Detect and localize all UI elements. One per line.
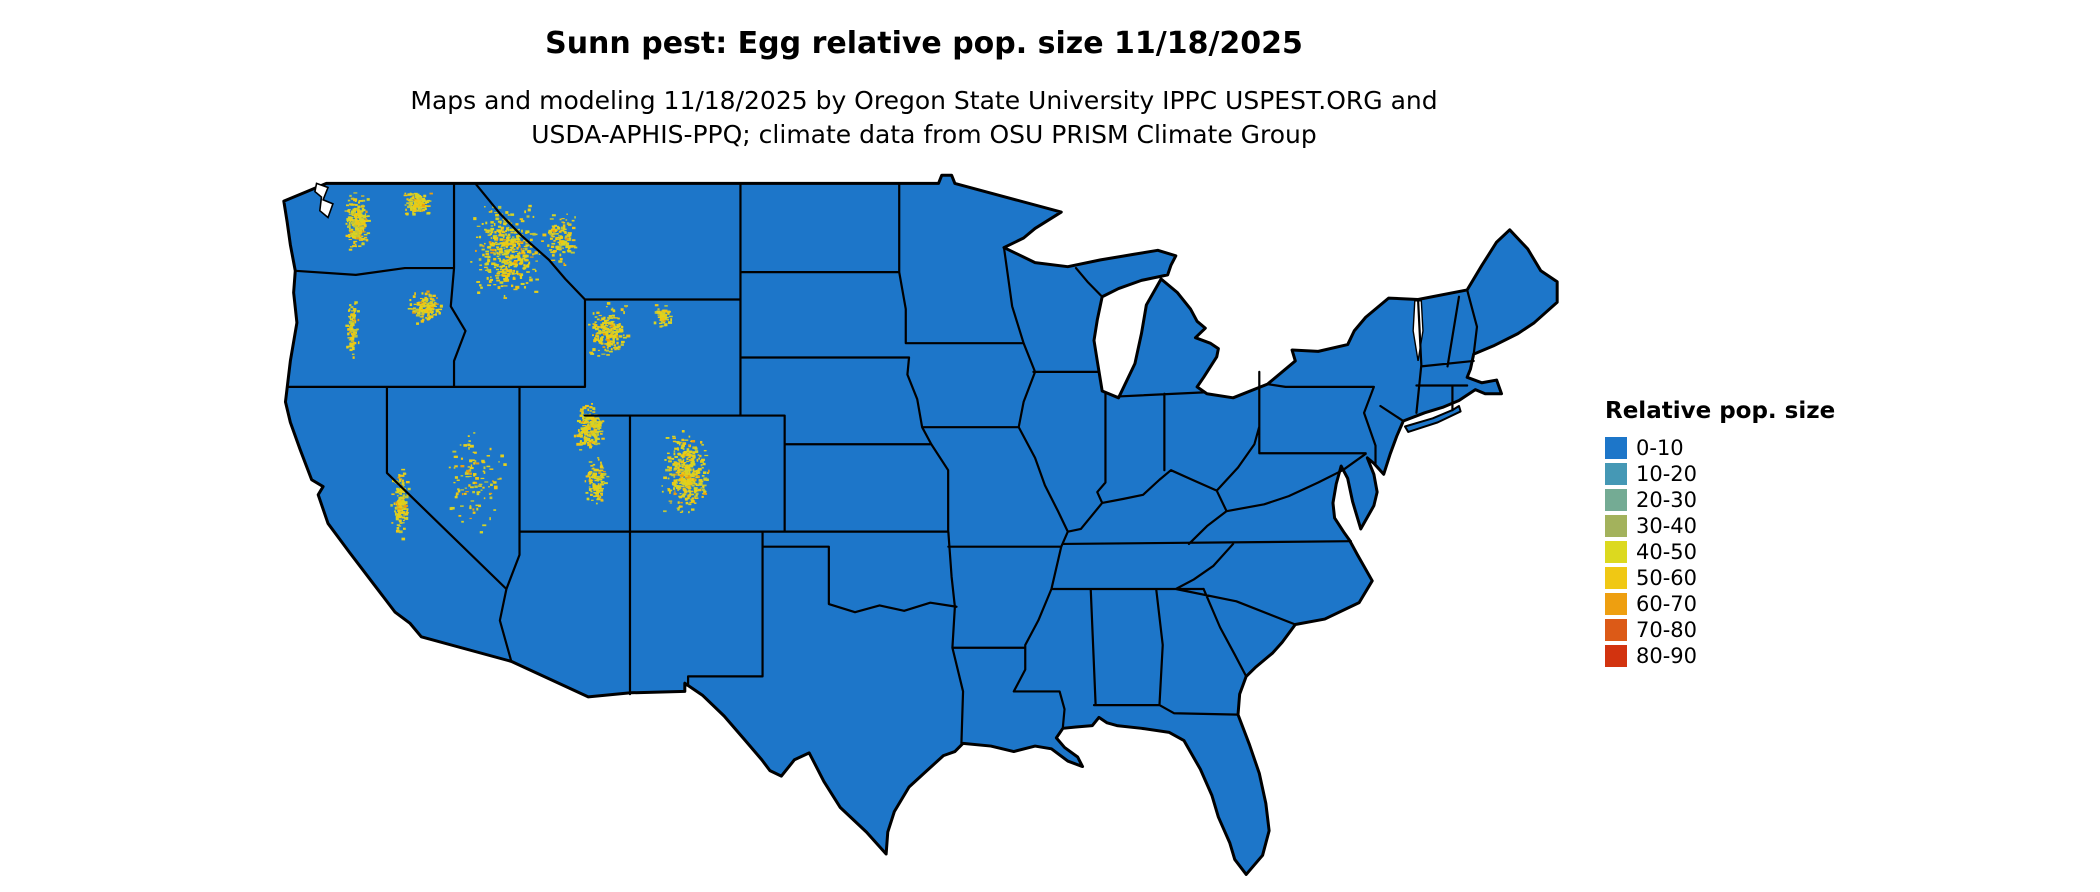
legend-swatch [1605, 567, 1627, 589]
hotspot-speckles [344, 192, 710, 541]
state-borders [289, 183, 1477, 743]
legend-swatch [1605, 619, 1627, 641]
legend-label: 10-20 [1636, 462, 1698, 486]
map-title: Sunn pest: Egg relative pop. size 11/18/… [545, 26, 1303, 61]
legend-label: 50-60 [1636, 566, 1698, 590]
legend-swatch [1605, 645, 1627, 667]
legend-item: 50-60 [1605, 567, 1905, 589]
legend-swatch [1605, 593, 1627, 615]
legend-item: 60-70 [1605, 593, 1905, 615]
legend-items: 0-10 10-20 20-30 30-40 40-50 50-60 60-70 70-80 8… [1605, 437, 1905, 667]
legend-title: Relative pop. size [1605, 398, 1836, 424]
legend-item: 80-90 [1605, 645, 1905, 667]
subtitle-line-1: Maps and modeling 11/18/2025 by Oregon S… [410, 86, 1438, 115]
legend-swatch [1605, 541, 1627, 563]
legend-label: 60-70 [1636, 592, 1698, 616]
legend-label: 80-90 [1636, 644, 1698, 668]
legend-item: 0-10 [1605, 437, 1905, 459]
legend-label: 70-80 [1636, 618, 1698, 642]
legend-item: 40-50 [1605, 541, 1905, 563]
subtitle-line-2: USDA-APHIS-PPQ; climate data from OSU PR… [531, 120, 1317, 149]
us-landmass [284, 175, 1557, 874]
legend-item: 10-20 [1605, 463, 1905, 485]
us-map [274, 167, 1567, 884]
legend-label: 0-10 [1636, 436, 1684, 460]
puget-sound-water [315, 183, 333, 217]
legend-label: 30-40 [1636, 514, 1698, 538]
legend: Relative pop. size 0-10 10-20 20-30 30-40 40… [1605, 398, 1905, 671]
us-map-svg [274, 167, 1567, 884]
legend-swatch [1605, 515, 1627, 537]
legend-item: 70-80 [1605, 619, 1905, 641]
legend-label: 20-30 [1636, 488, 1698, 512]
legend-swatch [1605, 463, 1627, 485]
legend-item: 20-30 [1605, 489, 1905, 511]
legend-swatch [1605, 437, 1627, 459]
legend-swatch [1605, 489, 1627, 511]
legend-label: 40-50 [1636, 540, 1698, 564]
legend-item: 30-40 [1605, 515, 1905, 537]
long-island [1405, 406, 1461, 432]
map-subtitle: Maps and modeling 11/18/2025 by Oregon S… [0, 84, 1848, 152]
